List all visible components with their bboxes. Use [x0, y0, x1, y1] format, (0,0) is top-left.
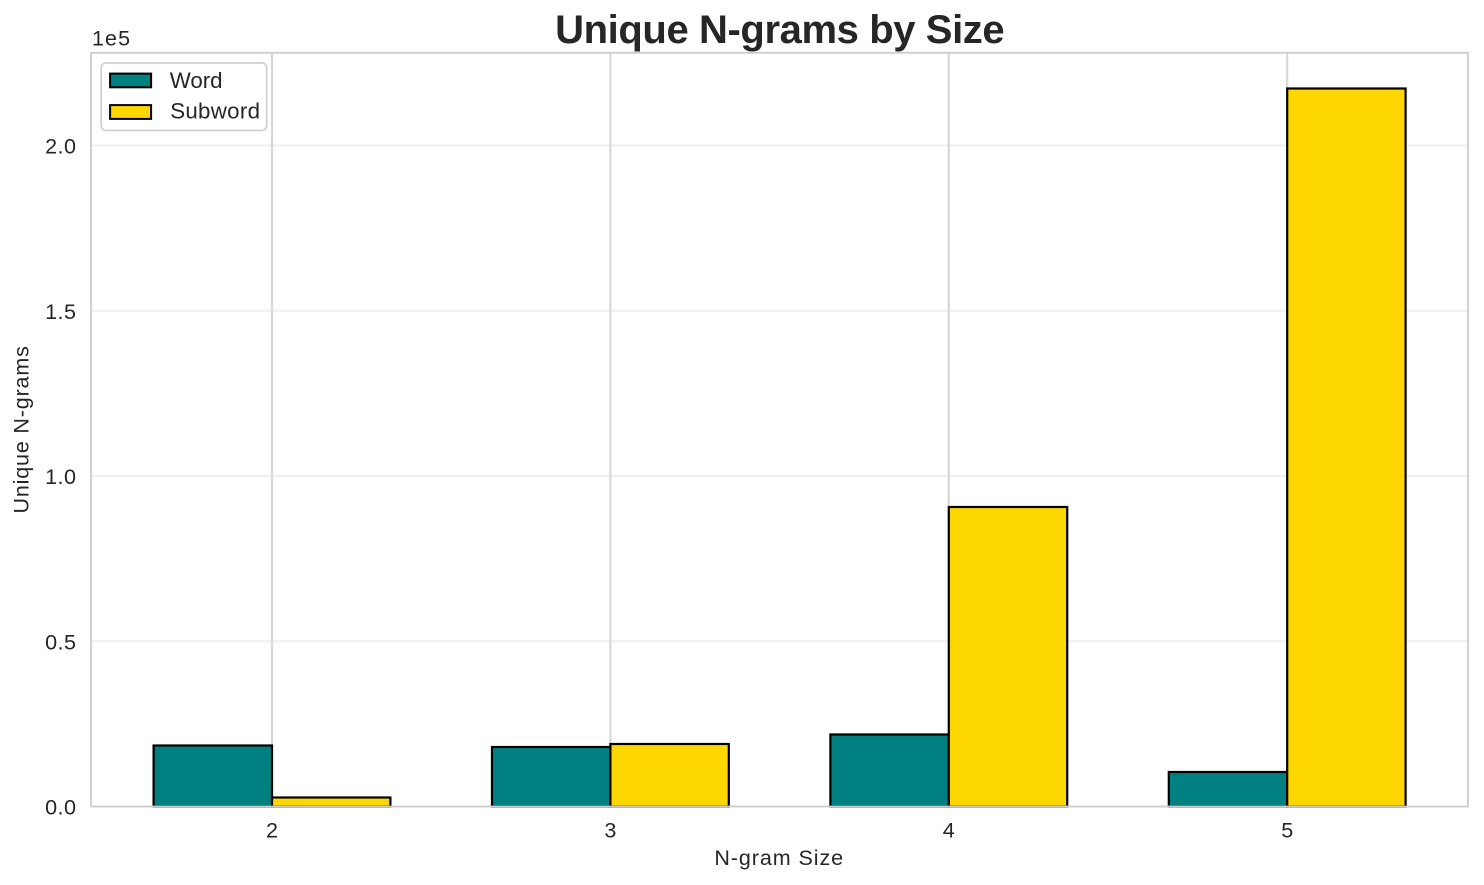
svg-text:2.0: 2.0 [45, 134, 76, 159]
svg-text:3: 3 [604, 818, 616, 843]
svg-text:Unique N-grams by Size: Unique N-grams by Size [555, 8, 1004, 52]
svg-text:0.5: 0.5 [45, 629, 76, 654]
svg-text:1.0: 1.0 [45, 464, 76, 489]
svg-text:1e5: 1e5 [92, 27, 131, 51]
svg-text:0.0: 0.0 [45, 795, 76, 820]
svg-text:1.5: 1.5 [45, 299, 76, 324]
svg-text:4: 4 [943, 818, 955, 843]
svg-text:N-gram Size: N-gram Size [714, 846, 844, 870]
svg-text:Word: Word [170, 68, 223, 93]
svg-text:Unique N-grams: Unique N-grams [10, 345, 34, 513]
svg-text:2: 2 [266, 818, 278, 843]
svg-text:Subword: Subword [170, 99, 260, 124]
svg-text:5: 5 [1281, 818, 1293, 843]
